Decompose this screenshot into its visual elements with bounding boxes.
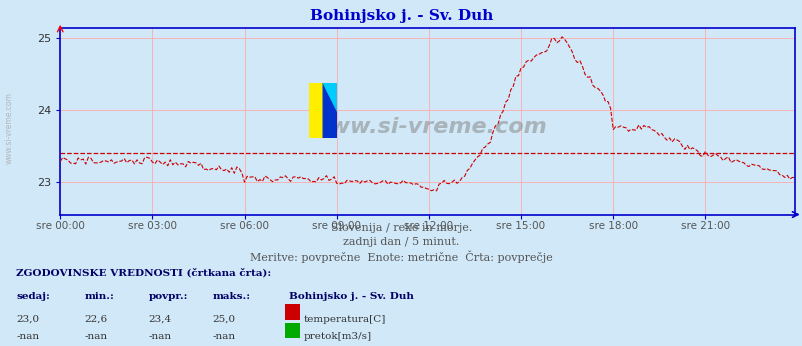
Text: -nan: -nan: [84, 332, 107, 341]
Text: www.si-vreme.com: www.si-vreme.com: [308, 117, 546, 137]
Text: 22,6: 22,6: [84, 315, 107, 324]
Text: -nan: -nan: [213, 332, 236, 341]
Text: 25,0: 25,0: [213, 315, 236, 324]
Text: Slovenija / reke in morje.: Slovenija / reke in morje.: [330, 223, 472, 233]
Text: 23,4: 23,4: [148, 315, 172, 324]
Text: -nan: -nan: [148, 332, 172, 341]
Text: sedaj:: sedaj:: [16, 292, 50, 301]
Text: -nan: -nan: [16, 332, 39, 341]
Text: 23,0: 23,0: [16, 315, 39, 324]
Polygon shape: [309, 83, 326, 138]
Polygon shape: [322, 83, 337, 138]
Text: ZGODOVINSKE VREDNOSTI (črtkana črta):: ZGODOVINSKE VREDNOSTI (črtkana črta):: [16, 268, 271, 277]
Text: povpr.:: povpr.:: [148, 292, 188, 301]
Text: Bohinjsko j. - Sv. Duh: Bohinjsko j. - Sv. Duh: [310, 9, 492, 22]
Text: Meritve: povprečne  Enote: metrične  Črta: povprečje: Meritve: povprečne Enote: metrične Črta:…: [249, 251, 553, 263]
Text: www.si-vreme.com: www.si-vreme.com: [5, 92, 14, 164]
Text: Bohinjsko j. - Sv. Duh: Bohinjsko j. - Sv. Duh: [289, 292, 414, 301]
Text: min.:: min.:: [84, 292, 114, 301]
Text: zadnji dan / 5 minut.: zadnji dan / 5 minut.: [343, 237, 459, 247]
Text: temperatura[C]: temperatura[C]: [303, 315, 386, 324]
Text: maks.:: maks.:: [213, 292, 250, 301]
Text: pretok[m3/s]: pretok[m3/s]: [303, 332, 371, 341]
Polygon shape: [322, 83, 337, 111]
